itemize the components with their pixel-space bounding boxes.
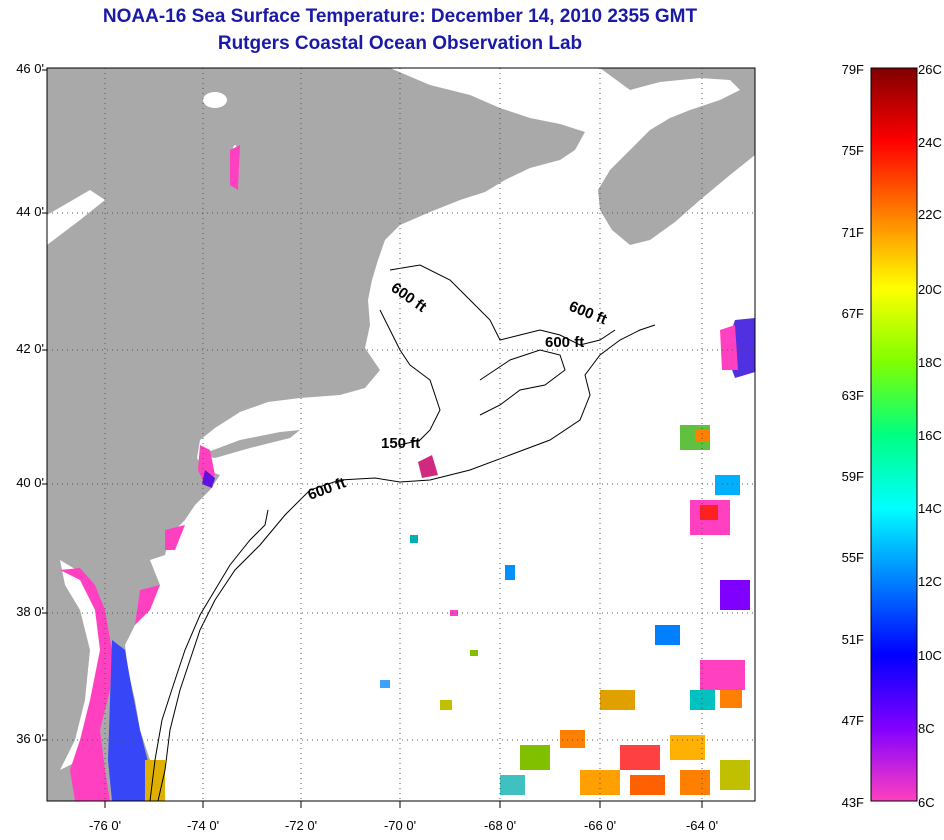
- colorbar-c-label: 18C: [918, 355, 942, 370]
- colorbar-f-label: 55F: [841, 550, 864, 565]
- colorbar-f-label: 75F: [841, 143, 864, 158]
- colorbar-f-label: 71F: [841, 225, 864, 240]
- lat-label: 36 0': [16, 731, 44, 746]
- lon-label: -68 0': [483, 818, 517, 833]
- colorbar-c-label: 10C: [918, 648, 942, 663]
- graticule: [47, 68, 755, 801]
- colorbar-c-label: 22C: [918, 207, 942, 222]
- lat-label: 46 0': [16, 61, 44, 76]
- sst-patches: [145, 425, 750, 801]
- lon-label: -64 0': [685, 818, 719, 833]
- contour-label: 600 ft: [545, 334, 584, 351]
- colorbar-c-label: 6C: [918, 795, 935, 810]
- map-title: NOAA-16 Sea Surface Temperature: Decembe…: [102, 6, 698, 27]
- lon-label: -70 0': [383, 818, 417, 833]
- land-mainland: [47, 68, 585, 801]
- land-nova-scotia: [598, 68, 755, 245]
- colorbar-f-label: 59F: [841, 469, 864, 484]
- axis-ticks: [42, 69, 703, 808]
- colorbar-c-label: 12C: [918, 574, 942, 589]
- lon-label: -74 0': [186, 818, 220, 833]
- lon-label: -66 0': [583, 818, 617, 833]
- colorbar-f-label: 51F: [841, 632, 864, 647]
- map-subtitle: Rutgers Coastal Ocean Observation Lab: [217, 33, 583, 54]
- colorbar-c-label: 24C: [918, 135, 942, 150]
- colorbar-f-label: 67F: [841, 306, 864, 321]
- colorbar-c-label: 26C: [918, 62, 942, 77]
- colorbar-f-label: 63F: [841, 388, 864, 403]
- colorbar-c-label: 16C: [918, 428, 942, 443]
- contour-label: 150 ft: [381, 435, 420, 452]
- colorbar: [870, 67, 918, 802]
- land-long-island: [200, 430, 300, 458]
- lat-label: 40 0': [16, 475, 44, 490]
- colorbar-c-label: 20C: [918, 282, 942, 297]
- lon-label: -76 0': [88, 818, 122, 833]
- bathymetry-contours: [149, 264, 656, 801]
- lat-label: 44 0': [16, 204, 44, 219]
- lat-label: 38 0': [16, 604, 44, 619]
- colorbar-f-label: 79F: [841, 62, 864, 77]
- map-frame: [46, 67, 756, 802]
- colorbar-f-label: 43F: [841, 795, 864, 810]
- colorbar-c-label: 14C: [918, 501, 942, 516]
- colorbar-f-label: 47F: [841, 713, 864, 728]
- lon-label: -72 0': [284, 818, 318, 833]
- colorbar-c-label: 8C: [918, 721, 935, 736]
- lat-label: 42 0': [16, 341, 44, 356]
